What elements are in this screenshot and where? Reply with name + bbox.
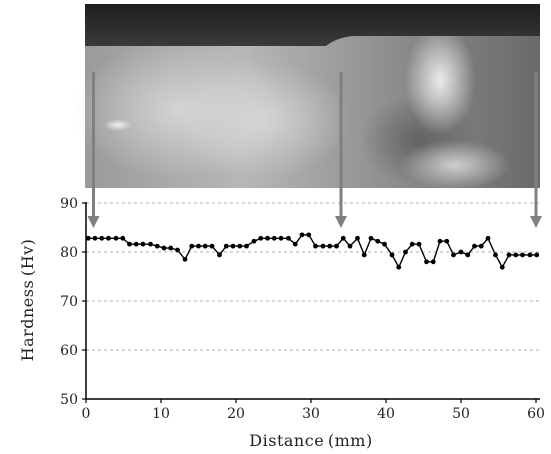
data-point xyxy=(113,235,119,241)
data-point xyxy=(534,252,540,258)
data-point xyxy=(202,243,208,249)
data-point xyxy=(182,256,188,262)
data-point xyxy=(140,241,146,247)
data-point xyxy=(237,243,243,249)
tick-labels: 50 60 70 80 90 0 10 20 30 40 50 60 xyxy=(60,196,545,422)
series-hardness xyxy=(85,232,540,270)
data-point xyxy=(265,235,270,241)
x-tick-label-30: 30 xyxy=(302,406,320,422)
data-point xyxy=(485,235,491,241)
x-tick-label-40: 40 xyxy=(377,406,395,422)
x-tick-label-60: 60 xyxy=(527,406,545,422)
data-point xyxy=(209,243,215,249)
y-tick-label-70: 70 xyxy=(60,294,78,310)
data-point xyxy=(493,252,498,258)
y-tick-label-80: 80 xyxy=(60,245,78,261)
x-tick-label-10: 10 xyxy=(152,406,170,422)
data-point xyxy=(106,235,111,241)
data-point xyxy=(527,252,533,258)
data-point xyxy=(244,243,249,249)
y-tick-label-50: 50 xyxy=(60,392,78,408)
arrow-head-1 xyxy=(87,216,100,228)
data-point xyxy=(375,238,381,244)
y-tick-label-60: 60 xyxy=(60,343,78,359)
data-point xyxy=(396,264,402,270)
data-point xyxy=(437,238,443,244)
data-point xyxy=(520,252,525,258)
data-point xyxy=(223,243,229,249)
data-point xyxy=(271,235,277,241)
data-point xyxy=(361,252,367,258)
data-point xyxy=(368,235,374,241)
data-point xyxy=(340,235,346,241)
data-point xyxy=(465,252,471,258)
gridlines xyxy=(86,202,540,351)
data-point xyxy=(306,232,312,238)
data-point xyxy=(416,241,422,247)
data-point xyxy=(175,247,180,253)
y-tick-label-90: 90 xyxy=(60,196,78,212)
data-point xyxy=(161,245,167,251)
series-line xyxy=(88,234,537,269)
data-point xyxy=(133,241,139,247)
data-point xyxy=(120,235,126,241)
data-point xyxy=(92,235,98,241)
x-tick-label-50: 50 xyxy=(452,406,470,422)
weld-micrograph-image xyxy=(70,4,540,190)
data-point xyxy=(292,241,298,247)
data-point xyxy=(389,252,395,258)
data-point xyxy=(334,243,339,249)
data-point xyxy=(258,235,264,241)
data-point xyxy=(99,235,105,241)
data-point xyxy=(403,249,408,255)
data-point xyxy=(313,243,318,249)
data-point xyxy=(230,243,236,249)
axes xyxy=(82,202,540,403)
data-point xyxy=(286,235,291,241)
data-point xyxy=(506,252,512,258)
data-point xyxy=(499,264,505,270)
data-point xyxy=(451,252,456,258)
data-point xyxy=(320,243,326,249)
data-point xyxy=(478,243,484,249)
data-point xyxy=(251,238,257,244)
x-tick-label-0: 0 xyxy=(82,406,91,422)
arrow-head-3 xyxy=(530,216,542,228)
data-point xyxy=(127,241,132,247)
data-point xyxy=(196,243,201,249)
data-point xyxy=(409,241,415,247)
data-point xyxy=(168,245,174,251)
data-point xyxy=(148,241,153,247)
data-point xyxy=(217,252,222,258)
data-point xyxy=(327,243,333,249)
data-point xyxy=(472,243,477,249)
y-axis-title: Hardness (Hv) xyxy=(18,239,37,362)
data-point xyxy=(430,259,436,265)
data-point xyxy=(382,241,387,247)
position-arrows xyxy=(87,72,542,228)
arrow-head-2 xyxy=(335,216,347,228)
data-point xyxy=(355,235,360,241)
x-axis-title: Distance (mm) xyxy=(249,431,372,450)
data-point xyxy=(513,252,519,258)
data-point xyxy=(85,235,91,241)
data-point xyxy=(299,232,305,238)
data-point xyxy=(154,243,160,249)
data-point xyxy=(189,243,195,249)
data-point xyxy=(458,249,464,255)
data-point xyxy=(444,238,450,244)
data-point xyxy=(347,243,353,249)
data-point xyxy=(424,259,429,265)
x-tick-label-20: 20 xyxy=(227,406,245,422)
data-point xyxy=(278,235,284,241)
